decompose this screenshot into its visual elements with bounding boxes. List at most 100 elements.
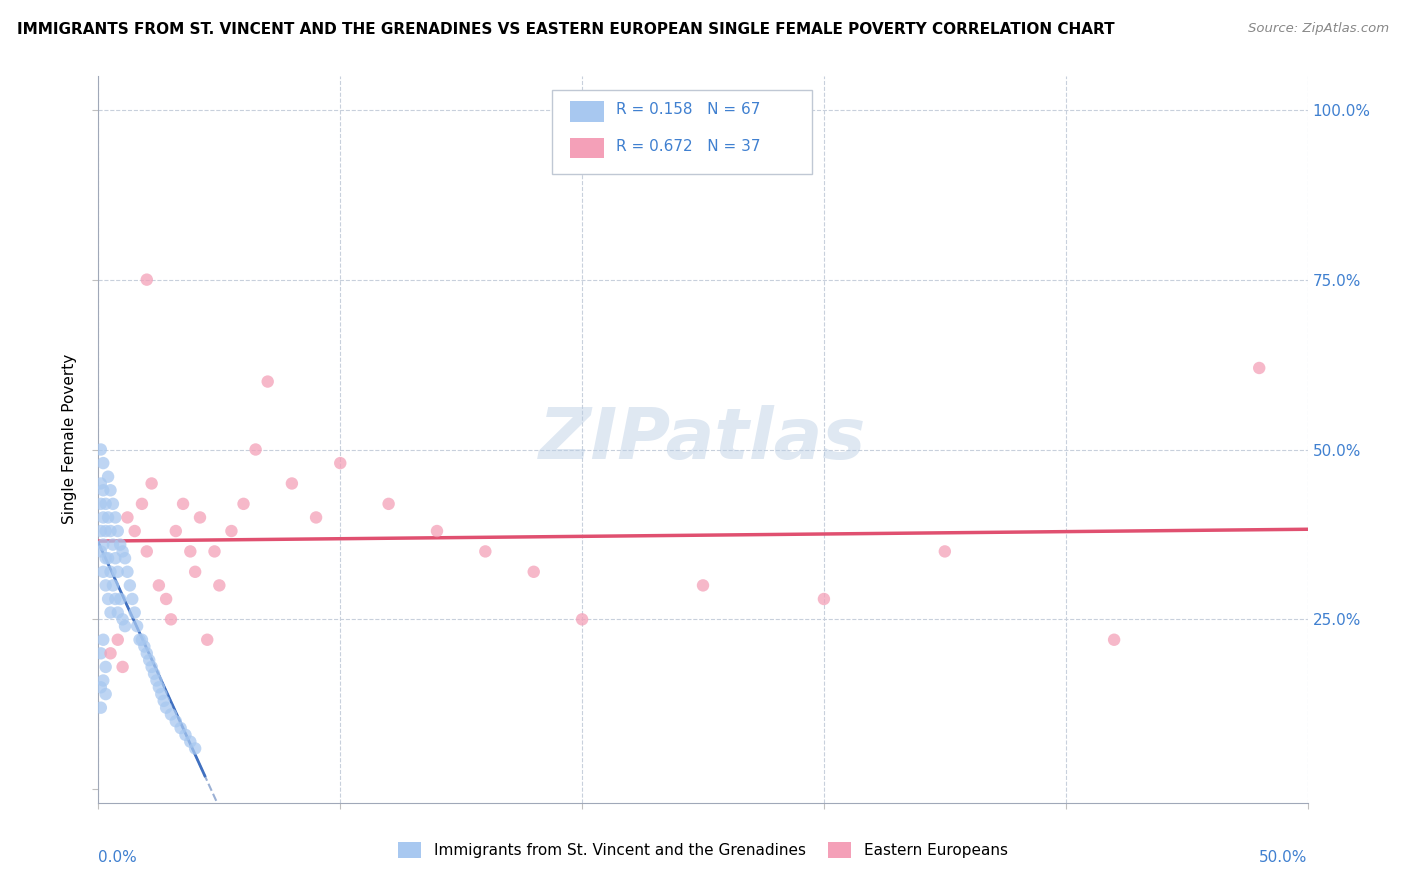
Point <box>111 660 134 674</box>
Point <box>143 666 166 681</box>
Point <box>179 544 201 558</box>
Point <box>117 565 139 579</box>
Point <box>138 653 160 667</box>
Point <box>90 646 112 660</box>
Point <box>107 606 129 620</box>
Point <box>245 442 267 457</box>
Point <box>100 646 122 660</box>
Point <box>91 632 114 647</box>
Point <box>131 497 153 511</box>
Point <box>94 660 117 674</box>
Point <box>100 606 122 620</box>
Point <box>104 551 127 566</box>
Point <box>111 612 134 626</box>
Point <box>1249 361 1271 376</box>
Point <box>148 681 170 695</box>
Point <box>97 551 120 566</box>
Point <box>90 476 112 491</box>
Point <box>135 544 157 558</box>
Point <box>179 734 201 748</box>
Point <box>91 565 114 579</box>
Point <box>100 565 122 579</box>
Point <box>148 578 170 592</box>
Point <box>134 640 156 654</box>
Point <box>165 524 187 538</box>
Point <box>523 565 546 579</box>
Point <box>172 497 194 511</box>
Point <box>114 619 136 633</box>
Point <box>426 524 449 538</box>
Point <box>107 632 129 647</box>
Point <box>188 510 211 524</box>
Point <box>118 578 141 592</box>
Point <box>97 591 120 606</box>
Point <box>91 538 114 552</box>
Text: R = 0.672   N = 37: R = 0.672 N = 37 <box>616 139 761 153</box>
Point <box>141 476 163 491</box>
Point <box>127 619 149 633</box>
Point <box>150 687 173 701</box>
Point <box>256 375 278 389</box>
Point <box>474 544 496 558</box>
Point <box>100 483 122 498</box>
Point <box>281 476 304 491</box>
Point <box>152 694 174 708</box>
Point <box>94 687 117 701</box>
Point <box>101 497 124 511</box>
Point <box>90 544 112 558</box>
Point <box>221 524 243 538</box>
Point <box>111 544 134 558</box>
Text: Source: ZipAtlas.com: Source: ZipAtlas.com <box>1249 22 1389 36</box>
Point <box>155 591 177 606</box>
Point <box>94 524 117 538</box>
Text: 50.0%: 50.0% <box>1260 850 1308 865</box>
Point <box>91 483 114 498</box>
Point <box>813 591 835 606</box>
Bar <box>569 137 603 158</box>
Point <box>90 497 112 511</box>
Point <box>91 510 114 524</box>
Point <box>184 741 207 756</box>
Point <box>934 544 956 558</box>
Point <box>91 673 114 688</box>
Point <box>232 497 254 511</box>
Point <box>121 591 143 606</box>
Point <box>195 632 218 647</box>
Point <box>155 700 177 714</box>
Point <box>1102 632 1125 647</box>
Point <box>174 728 197 742</box>
Point <box>94 497 117 511</box>
Text: IMMIGRANTS FROM ST. VINCENT AND THE GRENADINES VS EASTERN EUROPEAN SINGLE FEMALE: IMMIGRANTS FROM ST. VINCENT AND THE GREN… <box>17 22 1115 37</box>
Point <box>692 578 714 592</box>
Point <box>169 721 191 735</box>
Legend: Immigrants from St. Vincent and the Grenadines, Eastern Europeans: Immigrants from St. Vincent and the Gren… <box>392 836 1014 864</box>
Point <box>128 632 150 647</box>
Point <box>208 578 231 592</box>
Bar <box>569 102 603 121</box>
Point <box>135 646 157 660</box>
Text: 0.0%: 0.0% <box>98 850 138 865</box>
Point <box>204 544 226 558</box>
Point <box>107 565 129 579</box>
Point <box>135 273 157 287</box>
Point <box>101 538 124 552</box>
Text: R = 0.158   N = 67: R = 0.158 N = 67 <box>616 103 761 118</box>
Point <box>131 632 153 647</box>
Point <box>160 612 183 626</box>
Point <box>114 551 136 566</box>
Point <box>90 524 112 538</box>
Point <box>108 591 131 606</box>
Y-axis label: Single Female Poverty: Single Female Poverty <box>62 354 77 524</box>
Point <box>145 673 167 688</box>
Point <box>184 565 207 579</box>
Point <box>104 591 127 606</box>
FancyBboxPatch shape <box>551 90 811 174</box>
Point <box>97 469 120 483</box>
Point <box>377 497 399 511</box>
Point <box>104 510 127 524</box>
Point <box>141 660 163 674</box>
Point <box>329 456 352 470</box>
Point <box>124 606 146 620</box>
Point <box>97 510 120 524</box>
Point <box>107 524 129 538</box>
